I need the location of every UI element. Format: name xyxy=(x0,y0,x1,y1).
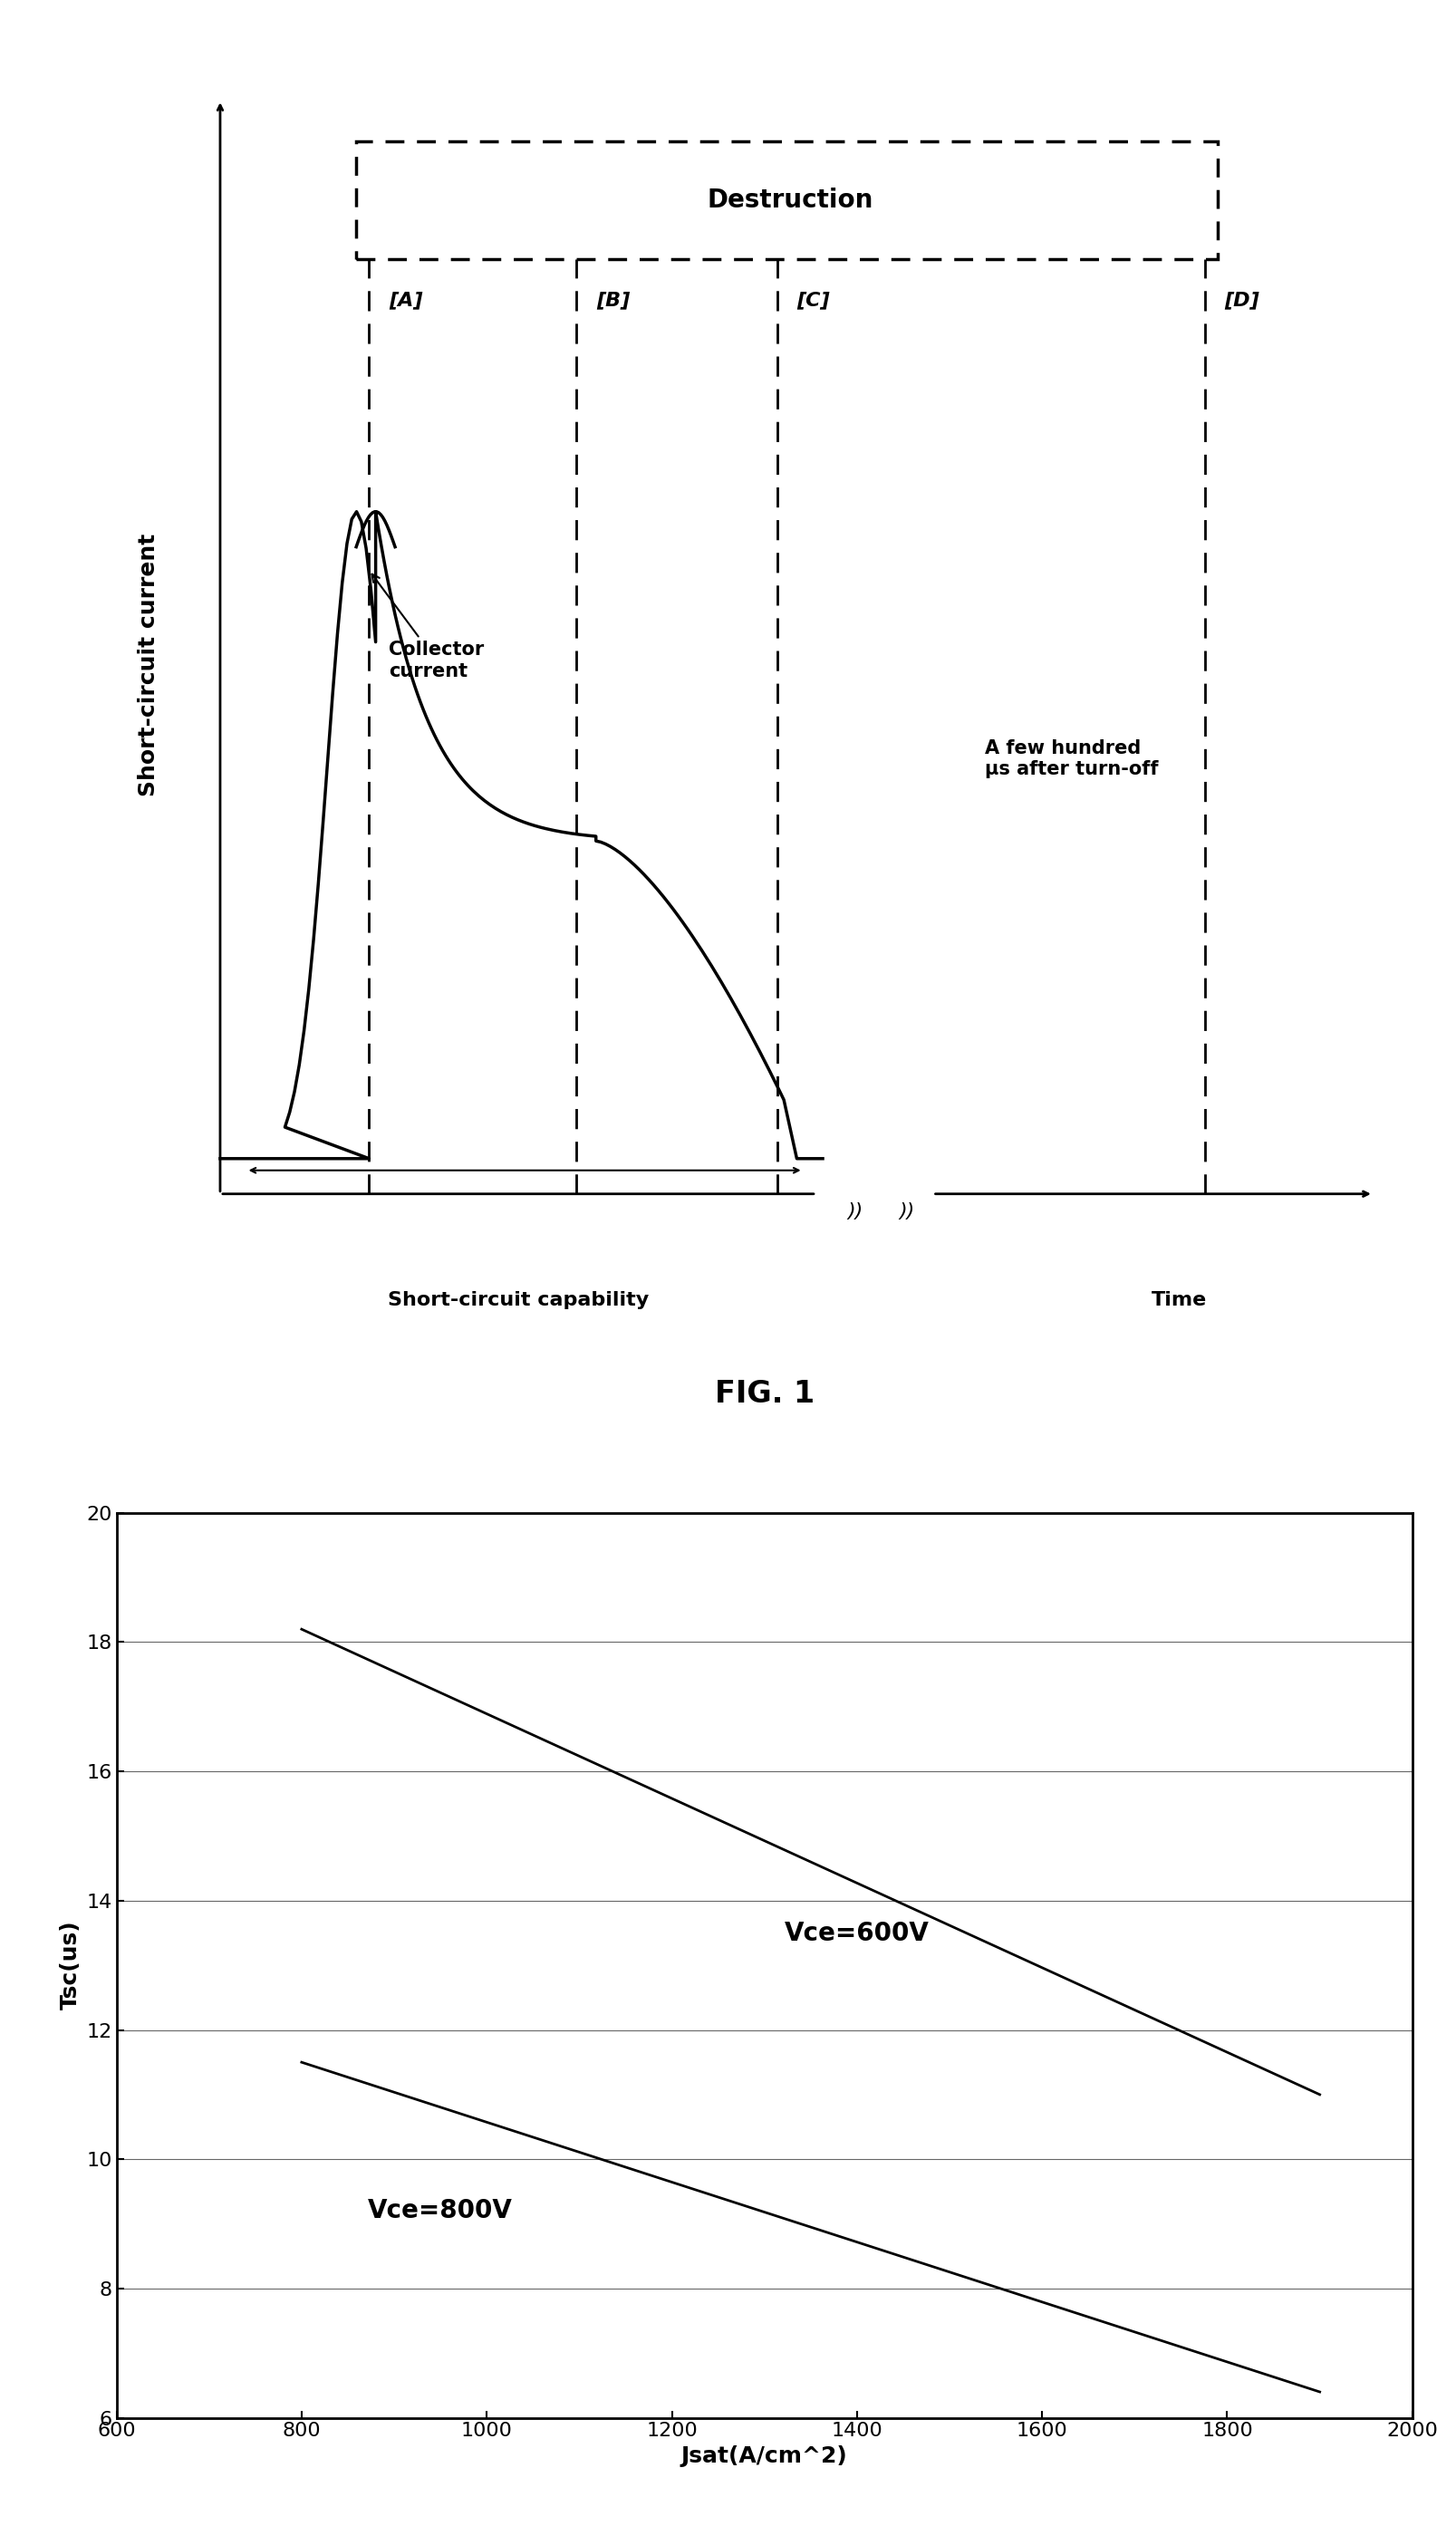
Text: FIG. 1: FIG. 1 xyxy=(715,1379,814,1410)
Text: )): )) xyxy=(900,1201,914,1222)
Text: Destruction: Destruction xyxy=(708,188,874,214)
Text: [B]: [B] xyxy=(596,290,629,308)
Text: [D]: [D] xyxy=(1224,290,1259,308)
Text: Short-circuit capability: Short-circuit capability xyxy=(387,1290,649,1308)
Text: Collector
current: Collector current xyxy=(371,575,483,680)
Text: Vce=800V: Vce=800V xyxy=(368,2199,513,2224)
Y-axis label: Tsc(us): Tsc(us) xyxy=(60,1921,82,2011)
Text: Short-circuit current: Short-circuit current xyxy=(138,532,160,797)
Text: [A]: [A] xyxy=(389,290,422,308)
Text: [C]: [C] xyxy=(796,290,830,308)
Text: Time: Time xyxy=(1152,1290,1207,1308)
X-axis label: Jsat(A/cm^2): Jsat(A/cm^2) xyxy=(681,2446,847,2466)
Text: Vce=600V: Vce=600V xyxy=(785,1921,929,1947)
FancyBboxPatch shape xyxy=(357,140,1217,260)
Text: )): )) xyxy=(847,1201,863,1222)
Text: A few hundred
μs after turn-off: A few hundred μs after turn-off xyxy=(984,738,1158,779)
